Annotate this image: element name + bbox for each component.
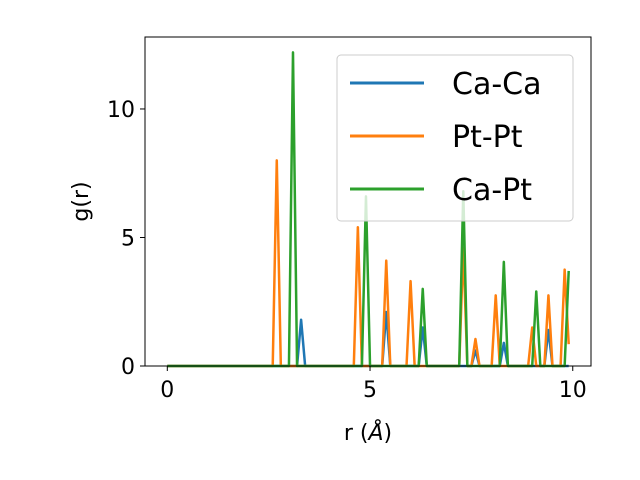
y-tick-label: 0 — [121, 355, 135, 380]
x-axis-ticks: 0 5 10 — [160, 366, 587, 403]
legend-label-ca-pt: Ca-Pt — [452, 173, 532, 208]
y-tick-label: 5 — [121, 226, 135, 251]
legend-label-ca-ca: Ca-Ca — [452, 67, 542, 102]
x-axis-label: r (Å) — [344, 419, 392, 446]
axes-frame — [144, 36, 592, 367]
legend: Ca-Ca Pt-Pt Ca-Pt — [336, 54, 574, 222]
y-tick-label: 10 — [107, 98, 135, 123]
x-tick-label: 5 — [363, 378, 377, 403]
legend-label-pt-pt: Pt-Pt — [452, 120, 523, 155]
x-tick-label: 0 — [160, 378, 174, 403]
y-axis-ticks: 0 5 10 — [107, 98, 145, 380]
y-axis-label: g(r) — [69, 181, 94, 221]
x-tick-label: 10 — [559, 378, 587, 403]
legend-frame — [336, 54, 574, 222]
plot-area — [144, 36, 592, 368]
